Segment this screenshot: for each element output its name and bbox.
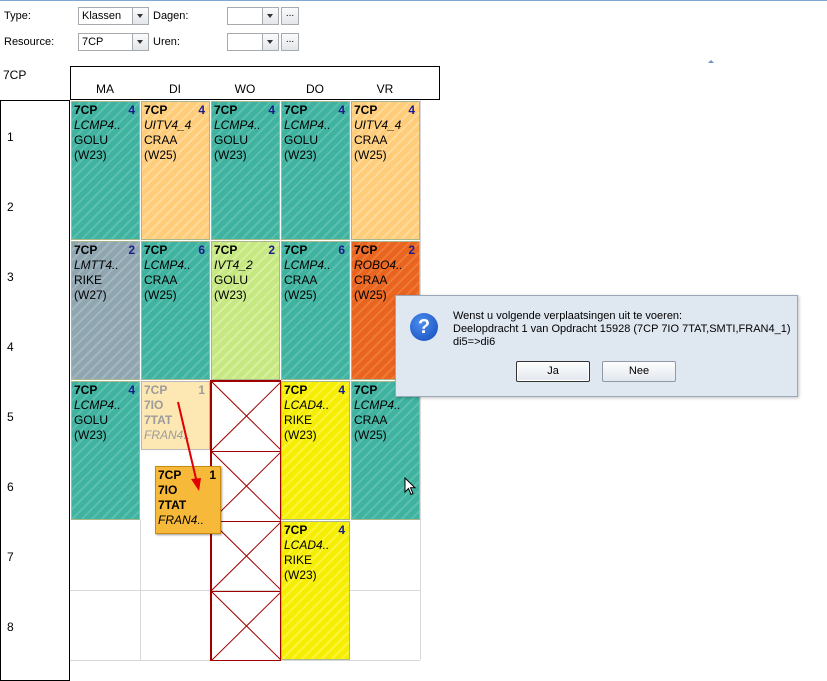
no-button[interactable]: Nee bbox=[602, 361, 676, 382]
day-header-vr: VR bbox=[376, 82, 394, 96]
chevron-down-icon[interactable] bbox=[262, 8, 278, 24]
lesson-block-do-5[interactable]: 7CP 4 LCAD4.. RIKE (W23) bbox=[281, 381, 350, 520]
hour-label: 8 bbox=[7, 620, 14, 634]
hour-label: 4 bbox=[7, 340, 14, 354]
day-header-do: DO bbox=[306, 82, 324, 96]
day-header bbox=[70, 66, 440, 100]
lesson-block-ghost-di-5[interactable]: 7CP 1 7IO 7TAT FRAN4.. bbox=[141, 381, 210, 450]
dagen-label: Dagen: bbox=[153, 10, 189, 22]
lesson-block-ma-3[interactable]: 7CP 2 LMTT4.. RIKE (W27) bbox=[71, 241, 140, 380]
resource-combo[interactable]: 7CP bbox=[78, 33, 149, 51]
chevron-down-icon[interactable] bbox=[132, 8, 148, 24]
lesson-block-di-3[interactable]: 7CP 6 LCMP4.. CRAA (W25) bbox=[141, 241, 210, 380]
hour-label: 6 bbox=[7, 480, 14, 494]
day-header-ma: MA bbox=[96, 82, 114, 96]
grid-line bbox=[70, 590, 420, 591]
lesson-block-vr-1[interactable]: 7CP 4 UITV4_4 CRAA (W25) bbox=[351, 101, 420, 240]
resource-title: 7CP bbox=[3, 68, 27, 82]
hour-label: 7 bbox=[7, 550, 14, 564]
uren-browse-button[interactable]: ... bbox=[281, 33, 299, 51]
resource-value: 7CP bbox=[82, 36, 104, 48]
top-border bbox=[0, 0, 827, 1]
move-arrow-icon bbox=[177, 401, 201, 491]
collapse-arrow-icon[interactable] bbox=[708, 60, 714, 63]
lesson-block-di-1[interactable]: 7CP 4 UITV4_4 CRAA (W25) bbox=[141, 101, 210, 240]
resource-label: Resource: bbox=[4, 36, 55, 48]
yes-button[interactable]: Ja bbox=[516, 361, 590, 382]
day-header-di: DI bbox=[169, 82, 181, 96]
hour-label: 5 bbox=[7, 410, 14, 424]
lesson-block-do-1[interactable]: 7CP 4 LCMP4.. GOLU (W23) bbox=[281, 101, 350, 240]
lesson-block-do-3[interactable]: 7CP 6 LCMP4.. CRAA (W25) bbox=[281, 241, 350, 380]
dialog-line-1: Wenst u volgende verplaatsingen uit te v… bbox=[453, 310, 683, 322]
type-combo[interactable]: Klassen bbox=[78, 7, 149, 25]
dialog-line-3: di5=>di6 bbox=[453, 336, 496, 348]
dragged-lesson-block[interactable]: 7CP 1 7IO 7TAT FRAN4.. bbox=[155, 466, 221, 534]
lesson-block-ma-1[interactable]: 7CP 4 LCMP4.. GOLU (W23) bbox=[71, 101, 140, 240]
type-label: Type: bbox=[4, 10, 31, 22]
question-icon: ? bbox=[410, 313, 438, 341]
dialog-line-2: Deelopdracht 1 van Opdracht 15928 (7CP 7… bbox=[453, 323, 791, 335]
dagen-browse-button[interactable]: ... bbox=[281, 7, 299, 25]
lesson-block-wo-3[interactable]: 7CP 2 IVT4_2 GOLU (W23) bbox=[211, 241, 280, 380]
hour-label: 3 bbox=[7, 270, 14, 284]
hour-label: 2 bbox=[7, 200, 14, 214]
chevron-down-icon[interactable] bbox=[262, 34, 278, 50]
lesson-block-ma-5[interactable]: 7CP 4 LCMP4.. GOLU (W23) bbox=[71, 381, 140, 520]
grid-line bbox=[140, 520, 141, 660]
day-header-wo: WO bbox=[234, 82, 256, 96]
hour-label: 1 bbox=[7, 130, 14, 144]
lesson-block-wo-1[interactable]: 7CP 4 LCMP4.. GOLU (W23) bbox=[211, 101, 280, 240]
confirm-move-dialog: ? Wenst u volgende verplaatsingen uit te… bbox=[395, 295, 798, 397]
lesson-block-vr-5[interactable]: 7CP LCMP4.. CRAA (W25) bbox=[351, 381, 420, 520]
dagen-combo[interactable] bbox=[227, 7, 279, 25]
dialog-message: Wenst u volgende verplaatsingen uit te v… bbox=[453, 310, 791, 349]
type-value: Klassen bbox=[82, 10, 122, 22]
mouse-cursor-icon bbox=[404, 477, 417, 496]
hour-column bbox=[0, 100, 70, 681]
uren-label: Uren: bbox=[153, 36, 180, 48]
uren-combo[interactable] bbox=[227, 33, 279, 51]
chevron-down-icon[interactable] bbox=[132, 34, 148, 50]
lesson-block-do-7[interactable]: 7CP 4 LCAD4.. RIKE (W23) bbox=[281, 521, 350, 660]
